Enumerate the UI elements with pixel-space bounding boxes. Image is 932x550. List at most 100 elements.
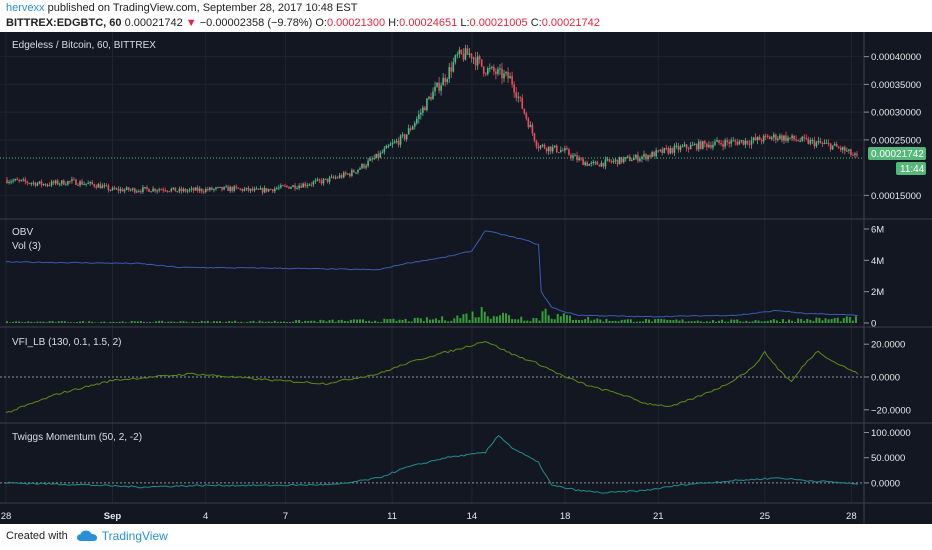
candle-up [50,181,53,186]
candle-down [294,185,296,189]
candle-up [411,126,414,130]
candle-down [251,188,254,191]
candle-down [513,84,515,93]
volume-bar [498,315,501,323]
volume-bar [483,311,486,323]
volume-bar [167,321,170,323]
volume-bar [669,319,672,323]
candle-up [194,187,197,191]
candle-up [564,148,566,151]
footer: Created with TradingView [6,529,168,543]
obv-axis: 6M 4M 2M 0 [864,225,884,330]
candle-down [726,140,728,143]
volume-bar [769,320,772,323]
candle-down [282,185,284,187]
candle-down [628,156,631,161]
created-with-label: Created with [6,530,68,542]
volume-bar [188,322,191,323]
volume-bar [21,322,24,323]
candle-up [10,181,12,183]
volume-bar [371,321,374,323]
candle-down [154,188,156,192]
candle-up [217,187,219,189]
candle-down [269,189,272,191]
candle-up [205,189,207,192]
volume-bar [246,322,249,323]
volume-bar [72,322,75,323]
candle-down [474,57,477,66]
candle-down [602,162,605,167]
candle-down [657,150,659,152]
candle-up [517,96,520,98]
author-link[interactable]: hervexx [6,2,45,14]
candle-down [371,158,373,160]
candle-down [844,147,846,151]
candle-down [34,182,37,186]
tradingview-link[interactable]: TradingView [101,529,168,543]
candle-down [758,136,761,141]
price-pane[interactable]: Edgeless / Bitcoin, 60, BITTREX 0.000400… [0,40,926,202]
volume-bar [60,321,63,323]
volume-bar [133,321,136,323]
volume-bar [687,321,690,323]
momentum-pane[interactable]: Twiggs Momentum (50, 2, -2) 100.0000 50.0… [0,428,911,494]
candle-up [296,188,298,190]
price-tick-label: 0.00030000 [871,108,921,119]
candle-up [801,136,804,141]
candle-up [357,169,359,173]
vfi-pane[interactable]: VFI_LB (130, 0.1, 1.5, 2) 20.0000 0.0000 −… [0,337,911,416]
candle-down [69,181,71,183]
volume-bar [635,321,638,323]
candle-down [501,68,503,79]
candle-down [63,180,65,185]
candle-up [138,191,140,193]
volume-bar [596,318,599,323]
candle-down [73,179,75,181]
volume-bar [307,320,310,323]
volume-bar [304,320,307,323]
volume-bar [581,320,584,323]
candle-up [129,189,132,191]
candle-up [817,140,820,143]
candle-down [304,183,307,186]
candle-down [6,179,8,184]
candle-up [156,190,158,192]
volume-bar [194,322,197,323]
volume-bar [553,319,556,323]
time-tick-label: 4 [203,511,208,522]
obv-pane[interactable]: OBV Vol (3) 6M 4M 2M 0 [5,225,884,330]
candle-up [12,180,14,182]
volume-bar [727,321,730,323]
volume-bar [736,319,739,323]
candle-up [651,151,653,157]
candle-down [734,140,737,142]
candle-up [109,190,112,192]
volume-bar [638,321,641,323]
candle-down [231,187,233,191]
volume-bar [121,321,124,323]
axis-tick-label: 50.0000 [871,453,905,464]
candle-down [661,149,664,153]
candle-down [523,108,526,114]
candle-up [219,186,221,188]
candle-down [665,147,668,149]
volume-bar [711,320,714,323]
volume-bar [541,311,544,323]
candle-up [314,180,317,182]
trading-chart[interactable]: Edgeless / Bitcoin, 60, BITTREX 0.000400… [0,32,932,524]
candle-up [302,183,304,188]
volume-bar [681,319,684,323]
volume-bar [827,319,830,323]
volume-bar [641,321,644,323]
candle-up [724,140,726,147]
candle-down [555,145,558,153]
candle-up [213,188,215,190]
volume-bar [511,318,514,323]
candle-up [635,154,637,158]
volume-bar [751,321,754,323]
volume-bar [486,316,489,323]
volume-bar [270,321,273,323]
volume-bar [368,320,371,323]
candle-up [306,185,309,187]
time-tick-label: Sep [104,511,122,522]
